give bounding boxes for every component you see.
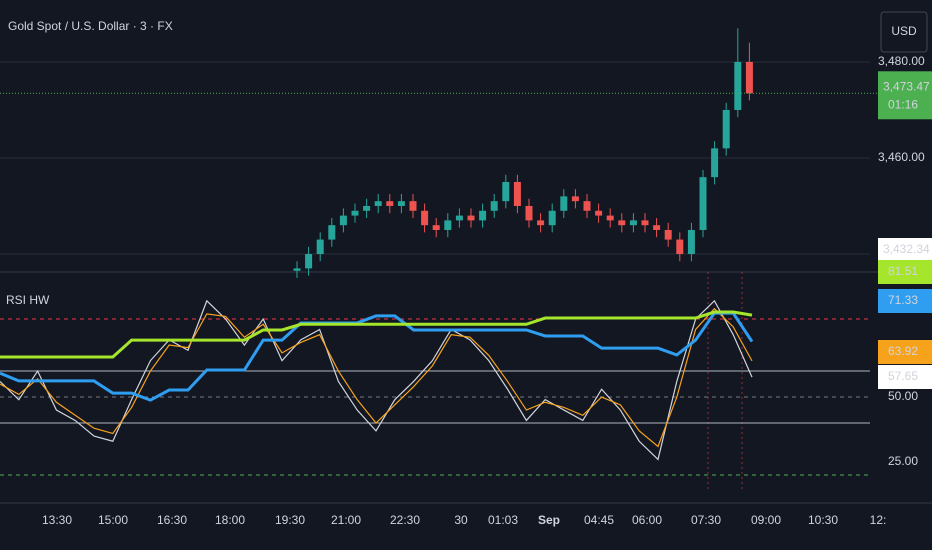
time-label: Sep bbox=[538, 513, 560, 527]
value-badge-label: 57.65 bbox=[888, 369, 918, 383]
time-label: 06:00 bbox=[632, 513, 662, 527]
time-label: 13:30 bbox=[42, 513, 72, 527]
candle-body bbox=[305, 253, 313, 269]
candle-body bbox=[745, 61, 753, 94]
rsi-line bbox=[0, 310, 753, 359]
time-label: 10:30 bbox=[808, 513, 838, 527]
y-tick-label: 3,480.00 bbox=[878, 54, 925, 68]
time-label: 09:00 bbox=[751, 513, 781, 527]
candle-body bbox=[351, 210, 359, 216]
marker-badge-label: 3,432.34 bbox=[883, 242, 930, 256]
candle-body bbox=[618, 220, 626, 226]
value-badge bbox=[878, 340, 932, 364]
candle-body bbox=[734, 61, 742, 110]
candle-body bbox=[641, 220, 649, 226]
candle-body bbox=[455, 215, 463, 221]
candle-body bbox=[525, 205, 533, 221]
rsi-line bbox=[0, 307, 753, 448]
candle-body bbox=[502, 181, 510, 202]
time-label: 12: bbox=[870, 513, 887, 527]
time-label: 21:00 bbox=[331, 513, 361, 527]
candle-body bbox=[397, 201, 405, 206]
candle-body bbox=[293, 268, 301, 271]
time-label: 15:00 bbox=[98, 513, 128, 527]
candle-body bbox=[722, 109, 730, 149]
candle-body bbox=[374, 201, 382, 206]
rsi-line bbox=[0, 311, 754, 402]
candle-body bbox=[386, 201, 394, 206]
candle-body bbox=[421, 210, 429, 226]
value-badge-label: 63.92 bbox=[888, 344, 918, 358]
y-tick-label: 3,460.00 bbox=[878, 150, 925, 164]
time-label: 22:30 bbox=[390, 513, 420, 527]
value-badge bbox=[878, 365, 932, 389]
price-badge bbox=[878, 71, 932, 120]
candle-body bbox=[479, 210, 487, 221]
candle-body bbox=[583, 201, 591, 211]
candle-body bbox=[328, 225, 336, 240]
time-label: 01:03 bbox=[488, 513, 518, 527]
candle-body bbox=[629, 220, 637, 226]
value-badge bbox=[878, 260, 932, 284]
candle-body bbox=[316, 239, 324, 254]
candle-body bbox=[676, 239, 684, 254]
indicator-title: RSI HW bbox=[6, 293, 50, 307]
y-tick-label: 25.00 bbox=[888, 454, 918, 468]
candle-body bbox=[653, 225, 661, 230]
candle-body bbox=[537, 220, 545, 226]
chart-title: Gold Spot / U.S. Dollar · 3 · FX bbox=[8, 19, 173, 33]
candle-body bbox=[560, 196, 568, 211]
time-label: 04:45 bbox=[584, 513, 614, 527]
candle-body bbox=[595, 210, 603, 216]
currency-button[interactable] bbox=[880, 11, 928, 53]
candle-body bbox=[664, 229, 672, 240]
candle-body bbox=[687, 229, 695, 254]
value-badge-label: 71.33 bbox=[888, 293, 918, 307]
value-badge-label: 81.51 bbox=[888, 264, 918, 278]
candle-body bbox=[606, 215, 614, 221]
candle-body bbox=[711, 148, 719, 178]
candle-body bbox=[467, 215, 475, 221]
time-label: 30 bbox=[454, 513, 468, 527]
currency-label: USD bbox=[891, 24, 917, 38]
time-label: 19:30 bbox=[275, 513, 305, 527]
rsi-line bbox=[0, 299, 753, 461]
plot-area bbox=[0, 28, 878, 476]
candle-body bbox=[409, 201, 417, 211]
time-label: 07:30 bbox=[691, 513, 721, 527]
price-badge-label: 3,473.47 bbox=[883, 79, 930, 93]
candle-body bbox=[363, 205, 371, 211]
candle-body bbox=[339, 215, 347, 226]
candle-body bbox=[513, 181, 521, 206]
time-label: 18:00 bbox=[215, 513, 245, 527]
candle-body bbox=[571, 196, 579, 202]
time-label: 16:30 bbox=[157, 513, 187, 527]
candle-body bbox=[548, 210, 556, 226]
candle-body bbox=[699, 177, 707, 230]
candle-body bbox=[444, 220, 452, 230]
candle-body bbox=[490, 201, 498, 211]
candle-body bbox=[432, 225, 440, 230]
value-badge bbox=[878, 289, 932, 313]
y-tick-label: 50.00 bbox=[888, 389, 918, 403]
countdown-label: 01:16 bbox=[888, 97, 918, 111]
marker-badge bbox=[878, 238, 932, 262]
